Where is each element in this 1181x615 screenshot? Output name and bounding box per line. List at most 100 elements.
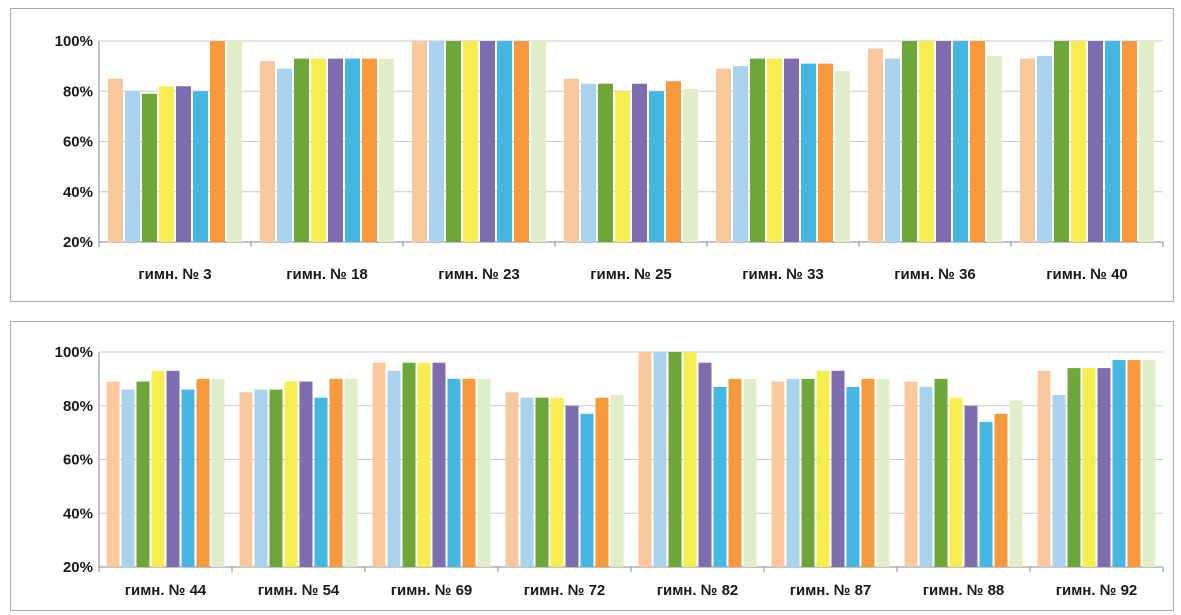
bar xyxy=(885,58,900,243)
bar xyxy=(565,405,579,567)
bar xyxy=(211,378,225,567)
y-tick-label: 40% xyxy=(63,184,93,201)
bar xyxy=(311,58,326,243)
bar xyxy=(964,405,978,567)
bar xyxy=(904,381,918,567)
bar xyxy=(632,83,647,243)
bar xyxy=(713,386,727,567)
y-tick-label: 20% xyxy=(63,234,93,251)
bar xyxy=(121,389,135,567)
bar xyxy=(994,413,1008,567)
bar xyxy=(362,58,377,243)
x-category-label: гимн. № 69 xyxy=(391,582,473,599)
bar xyxy=(227,41,242,242)
bar xyxy=(412,41,427,242)
bar xyxy=(580,413,594,567)
bar xyxy=(816,370,830,567)
bar xyxy=(716,68,731,242)
bar xyxy=(801,378,815,567)
x-category-label: гимн. № 44 xyxy=(125,582,207,599)
bar xyxy=(429,41,444,242)
bar xyxy=(1097,368,1111,567)
bar xyxy=(314,397,328,567)
bar xyxy=(344,378,358,567)
bar xyxy=(1054,41,1069,242)
bar xyxy=(284,381,298,567)
bar xyxy=(750,58,765,243)
bar xyxy=(876,378,890,567)
bar xyxy=(979,421,993,567)
bar xyxy=(902,41,917,242)
x-category-label: гимн. № 3 xyxy=(138,266,211,283)
bar xyxy=(417,362,431,567)
bar xyxy=(1122,41,1137,242)
bar xyxy=(480,41,495,242)
bar xyxy=(1020,58,1035,243)
bar xyxy=(193,91,208,242)
bar xyxy=(698,362,712,567)
bar xyxy=(108,78,123,242)
bar xyxy=(595,397,609,567)
bar xyxy=(919,386,933,567)
bar xyxy=(1088,41,1103,242)
bar xyxy=(505,392,519,567)
bar xyxy=(653,352,667,567)
bar xyxy=(831,370,845,567)
bar xyxy=(728,378,742,567)
bar xyxy=(649,91,664,242)
bar xyxy=(372,362,386,567)
bar xyxy=(786,378,800,567)
chart-panel-bottom: 20% 40% 60% 80% 100% гимн. № 44 гимн. № 54 гимн… xyxy=(10,321,1174,611)
bar xyxy=(666,81,681,242)
bar xyxy=(294,58,309,243)
bar xyxy=(462,378,476,567)
bar xyxy=(379,58,394,243)
bar xyxy=(868,48,883,242)
y-tick-label: 40% xyxy=(63,505,93,522)
bar xyxy=(598,83,613,243)
chart-panel-top: 20% 40% 60% 80% 100% гимн. № 3 гимн. № 18 гимн.… xyxy=(10,8,1174,302)
bar xyxy=(1127,360,1141,567)
bar xyxy=(936,41,951,242)
x-category-label: гимн. № 92 xyxy=(1056,582,1138,599)
bar xyxy=(835,71,850,243)
bar xyxy=(801,63,816,242)
y-tick-label: 60% xyxy=(63,452,93,469)
bar xyxy=(550,397,564,567)
bar xyxy=(970,41,985,242)
bar xyxy=(743,378,757,567)
bar-chart-top: 20% 40% 60% 80% 100% гимн. № 3 гимн. № 18 гимн.… xyxy=(55,33,1164,283)
bar xyxy=(767,58,782,243)
bar xyxy=(784,58,799,243)
bar xyxy=(151,370,165,567)
x-category-label: гимн. № 33 xyxy=(742,266,824,283)
bar xyxy=(564,78,579,242)
bar xyxy=(610,395,624,567)
bar xyxy=(1139,41,1154,242)
x-category-label: гимн. № 72 xyxy=(524,582,606,599)
bar xyxy=(181,389,195,567)
bar xyxy=(949,397,963,567)
bar xyxy=(531,41,546,242)
bar xyxy=(328,58,343,243)
y-tick-label: 80% xyxy=(63,83,93,100)
bar xyxy=(1067,368,1081,567)
bar xyxy=(447,378,461,567)
bar xyxy=(846,386,860,567)
bar xyxy=(299,381,313,567)
x-category-label: гимн. № 87 xyxy=(790,582,872,599)
bar xyxy=(919,41,934,242)
bar xyxy=(402,362,416,567)
y-tick-label: 100% xyxy=(55,33,93,50)
bar xyxy=(497,41,512,242)
bar xyxy=(934,378,948,567)
x-category-label: гимн. № 36 xyxy=(894,266,976,283)
bar xyxy=(254,389,268,567)
bar xyxy=(159,86,174,242)
bar xyxy=(269,389,283,567)
bar xyxy=(683,352,697,567)
x-category-label: гимн. № 25 xyxy=(590,266,672,283)
bar xyxy=(142,93,157,242)
bar xyxy=(1052,395,1066,567)
x-category-label: гимн. № 23 xyxy=(438,266,520,283)
